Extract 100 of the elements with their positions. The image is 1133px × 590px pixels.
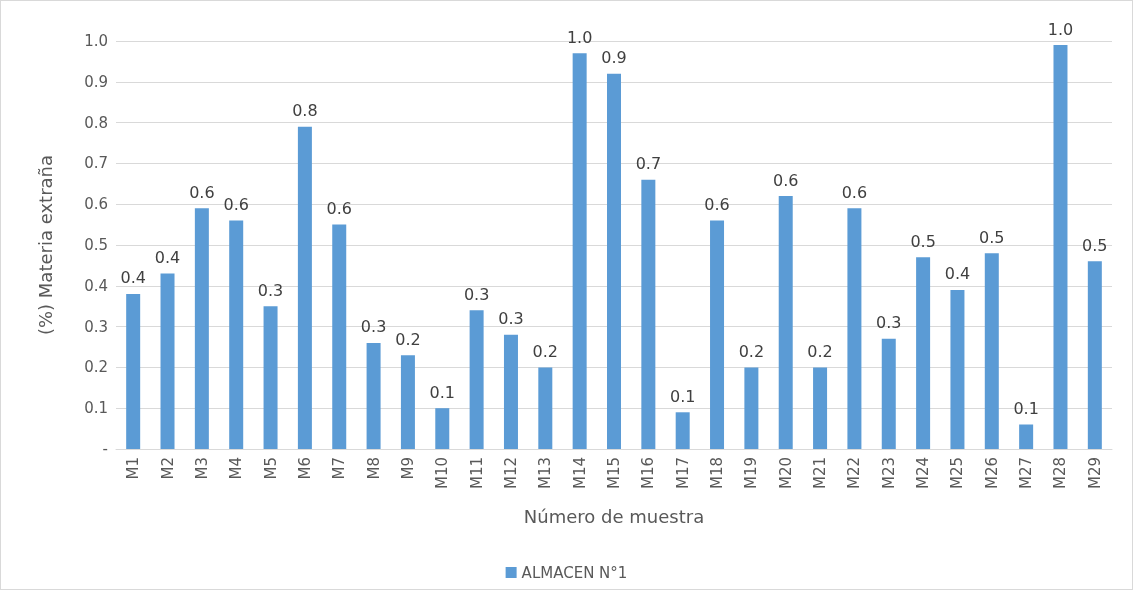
bar [813, 367, 828, 449]
x-tick-label: M25 [948, 457, 967, 490]
x-tick-label: M28 [1051, 457, 1070, 490]
y-tick-label: 0.8 [84, 113, 108, 132]
data-label: 0.3 [257, 280, 284, 300]
y-tick-label: - [102, 440, 108, 458]
x-tick-label: M23 [879, 457, 898, 490]
bar [950, 289, 965, 449]
x-tick-label: M24 [914, 457, 933, 490]
bar [641, 179, 656, 449]
x-tick-label: M16 [639, 457, 658, 490]
x-tick-label: M13 [536, 457, 555, 490]
data-label: 0.3 [360, 317, 387, 337]
bar [984, 253, 999, 449]
bar [229, 220, 244, 449]
x-tick-label: M27 [1017, 457, 1036, 490]
x-tick-label: M26 [982, 457, 1001, 490]
y-tick-label: 0.5 [84, 236, 108, 254]
x-tick-label: M8 [364, 457, 383, 480]
data-label: 0.9 [601, 48, 627, 68]
y-tick-label: 0.9 [84, 72, 108, 91]
bar [435, 408, 450, 449]
x-tick-label: M21 [811, 457, 830, 490]
x-tick-label: M11 [467, 457, 486, 490]
data-label: 0.3 [463, 284, 490, 304]
bar [194, 208, 209, 449]
y-axis-title: (%) Materia extraña [34, 154, 56, 336]
x-tick-label: M17 [673, 457, 692, 490]
y-tick-label: 0.2 [84, 358, 108, 377]
data-label: 0.5 [1082, 235, 1108, 255]
data-label: 0.6 [189, 182, 215, 202]
data-label: 0.2 [395, 329, 421, 349]
bar [881, 338, 896, 449]
x-tick-label: M9 [398, 457, 417, 480]
x-axis-title: Número de muestra [523, 505, 705, 527]
data-label: 0.7 [635, 154, 662, 174]
data-label: 0.1 [429, 382, 455, 402]
bar [503, 334, 518, 449]
bar [297, 126, 312, 449]
bar [847, 208, 862, 449]
data-label: 0.3 [498, 309, 524, 329]
data-label: 1.0 [566, 27, 593, 47]
data-label: 0.8 [292, 101, 318, 121]
x-tick-label: M10 [433, 457, 452, 490]
data-label: 0.6 [326, 199, 352, 219]
x-tick-label: M4 [227, 457, 246, 480]
data-label: 0.2 [807, 341, 833, 361]
data-label: 0.5 [979, 227, 1005, 247]
bar [572, 53, 587, 449]
bar [1087, 261, 1102, 449]
data-label: 0.1 [1013, 399, 1039, 419]
data-label: 0.6 [223, 195, 249, 215]
data-label: 0.3 [876, 313, 902, 333]
bar [469, 310, 484, 449]
bar [778, 196, 793, 449]
data-label: 0.4 [154, 248, 181, 268]
data-label: 0.5 [910, 231, 936, 251]
y-tick-label: 1.0 [84, 32, 108, 50]
bar [538, 367, 553, 449]
bar [744, 367, 759, 449]
bar [1053, 45, 1068, 449]
x-tick-label: M7 [330, 457, 349, 480]
data-label: 0.6 [841, 182, 868, 202]
bar [710, 220, 725, 449]
x-tick-label: M12 [501, 457, 520, 490]
x-tick-label: M22 [845, 457, 864, 490]
y-tick-label: 0.1 [84, 399, 108, 418]
bar [263, 306, 278, 449]
x-tick-label: M3 [192, 457, 211, 480]
bar [126, 293, 141, 449]
bar [916, 257, 931, 449]
bar [1019, 424, 1034, 449]
x-tick-label: M6 [295, 457, 314, 480]
y-tick-label: 0.3 [84, 317, 108, 336]
data-label: 1.0 [1047, 19, 1074, 39]
x-tick-label: M19 [742, 457, 761, 490]
bar [366, 342, 381, 449]
data-label: 0.2 [532, 341, 559, 361]
data-label: 0.1 [669, 386, 696, 406]
legend-label: ALMACEN N°1 [521, 563, 628, 582]
y-tick-label: 0.7 [84, 154, 108, 173]
x-tick-label: M18 [708, 457, 727, 490]
bar [675, 412, 690, 449]
x-tick-label: M20 [776, 457, 795, 490]
data-label: 0.6 [704, 195, 730, 215]
x-tick-label: M5 [261, 457, 280, 480]
x-tick-label: M2 [158, 457, 177, 480]
y-tick-label: 0.4 [84, 276, 108, 295]
x-tick-label: M14 [570, 457, 589, 490]
bar [160, 273, 175, 449]
x-tick-label: M1 [124, 457, 143, 480]
data-label: 0.4 [944, 264, 971, 284]
data-label: 0.2 [738, 341, 765, 361]
y-tick-label: 0.6 [84, 195, 108, 214]
bar [332, 224, 347, 449]
data-label: 0.4 [120, 268, 146, 288]
x-tick-label: M15 [605, 457, 623, 490]
bar [607, 73, 621, 449]
bar [400, 355, 415, 449]
data-label: 0.6 [773, 170, 799, 190]
